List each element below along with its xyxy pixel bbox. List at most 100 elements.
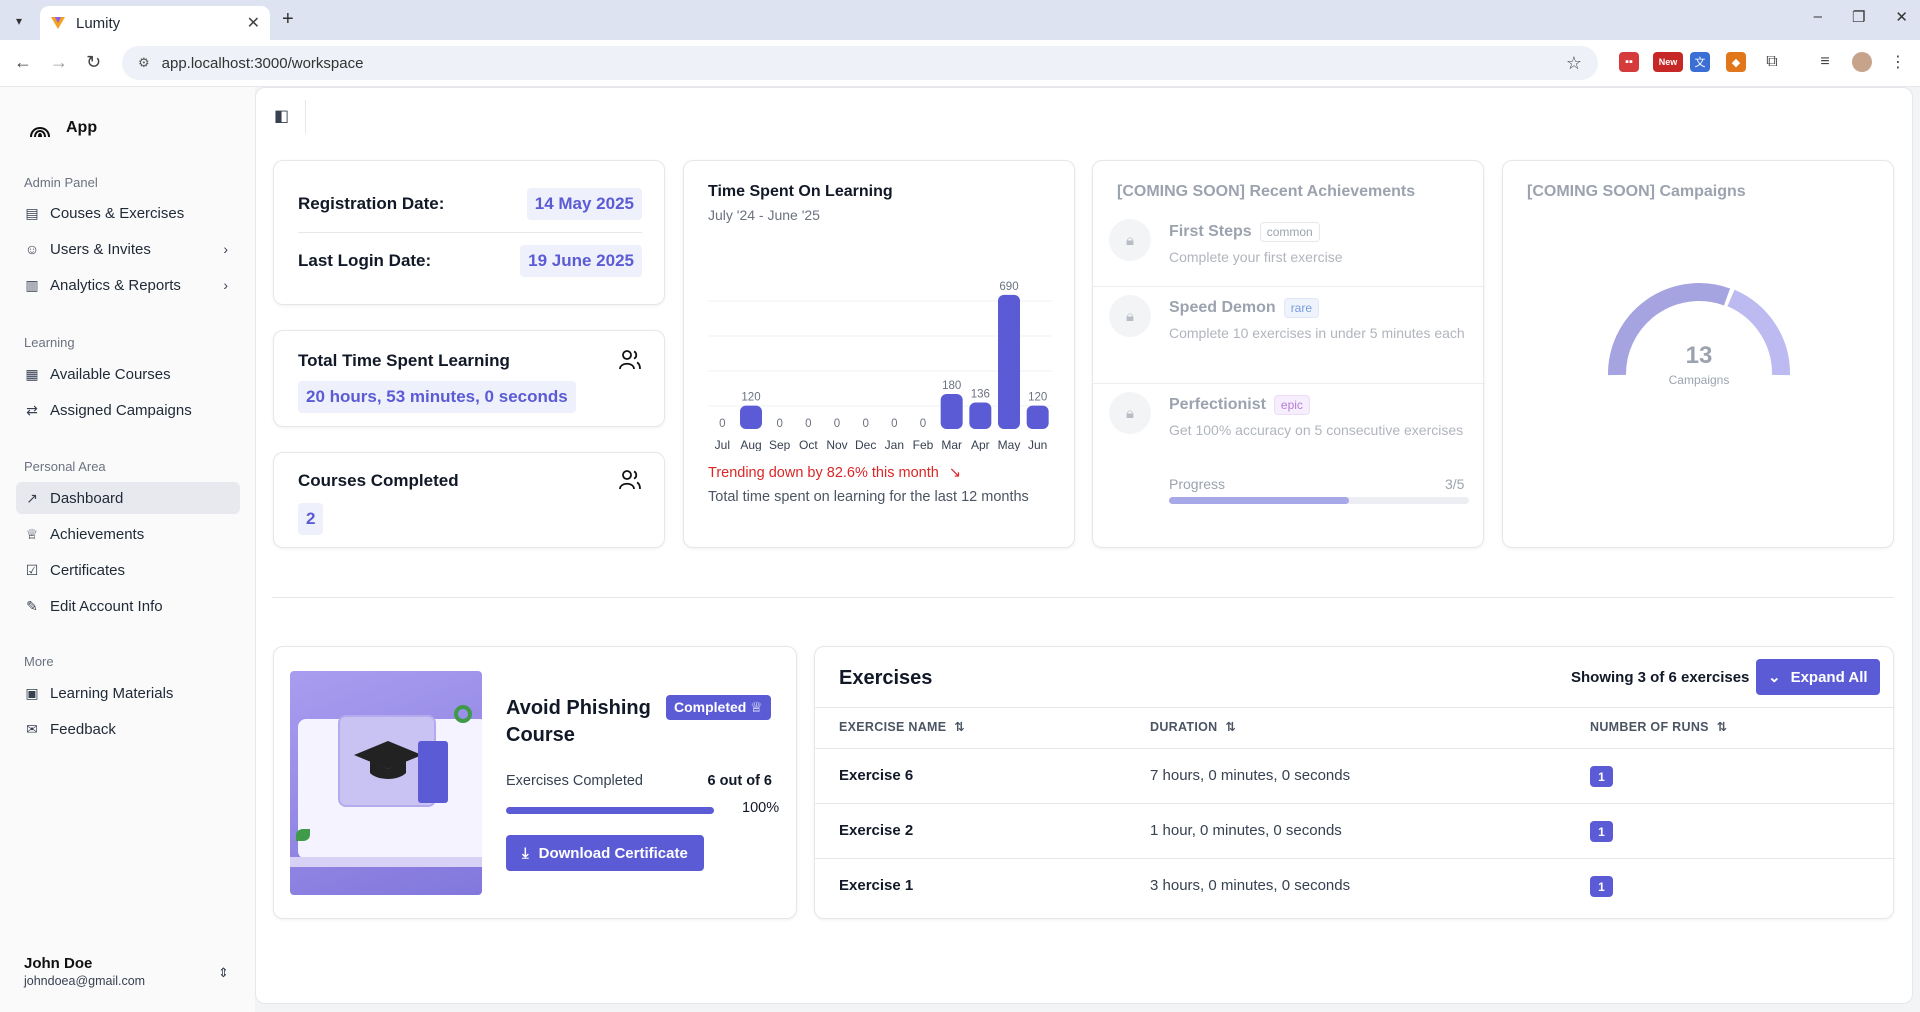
chart-bar-aug[interactable] xyxy=(740,405,762,429)
sidebar-item-dashboard[interactable]: ↗ Dashboard xyxy=(16,482,240,514)
expand-all-label: Expand All xyxy=(1790,668,1868,686)
group-label-learning: Learning xyxy=(24,335,75,350)
download-certificate-button[interactable]: ⤓ Download Certificate xyxy=(506,835,704,871)
url-text[interactable]: app.localhost:3000/workspace xyxy=(161,54,364,72)
achievement-desc: Complete your first exercise xyxy=(1169,249,1343,265)
column-header-exercise-name[interactable]: EXERCISE NAME ⇅ xyxy=(839,719,966,735)
address-bar[interactable]: ⚙ app.localhost:3000/workspace ☆ xyxy=(122,46,1598,80)
brand[interactable]: App xyxy=(28,117,97,139)
last-login-row: Last Login Date: 19 June 2025 xyxy=(298,245,642,277)
runs-badge: 1 xyxy=(1590,766,1613,787)
metamask-extension-icon[interactable]: ◆ xyxy=(1726,52,1746,72)
sort-icon[interactable]: ⇅ xyxy=(1225,720,1237,734)
last-login-value: 19 June 2025 xyxy=(520,245,642,277)
achievement-progress-bar xyxy=(1169,497,1469,504)
chart-tick-label: Mar xyxy=(941,438,962,451)
browser-tab[interactable]: Lumity ✕ xyxy=(40,6,270,40)
back-icon[interactable]: ← xyxy=(14,52,32,72)
trophy-icon: ♕ xyxy=(25,525,39,542)
sidebar-item-edit-account[interactable]: ✎ Edit Account Info xyxy=(16,590,240,622)
line-chart-icon: ↗ xyxy=(26,489,38,506)
column-header-runs[interactable]: NUMBER OF RUNS ⇅ xyxy=(1590,719,1728,735)
campaigns-title: [COMING SOON] Campaigns xyxy=(1527,183,1746,200)
course-card: Avoid Phishing Course Completed ♕ Exerci… xyxy=(273,646,797,919)
site-settings-icon[interactable]: ⚙ xyxy=(138,55,150,70)
chart-bar-jun[interactable] xyxy=(1026,405,1049,429)
chart-value-label: 0 xyxy=(891,418,897,430)
user-menu[interactable]: John Doe johndoea@gmail.com xyxy=(24,955,145,988)
sort-icon[interactable]: ⇅ xyxy=(954,720,966,734)
achievement-name: First Steps common xyxy=(1169,222,1320,242)
extensions-puzzle-icon[interactable]: ⧉ xyxy=(1766,53,1778,70)
extension-new-icon[interactable]: New xyxy=(1653,52,1683,72)
sidebar-item-analytics-reports[interactable]: ▥ Analytics & Reports › xyxy=(16,269,240,301)
column-header-duration[interactable]: DURATION ⇅ xyxy=(1150,719,1237,735)
chart-value-label: 0 xyxy=(862,418,868,430)
bookmark-star-icon[interactable]: ☆ xyxy=(1565,52,1582,73)
table-row-divider xyxy=(815,858,1895,859)
table-row-divider xyxy=(815,803,1895,804)
sidebar-item-courses-exercises[interactable]: ▤ Couses & Exercises xyxy=(16,197,240,229)
window-close-icon[interactable]: ✕ xyxy=(1895,9,1908,26)
chart-bar-may[interactable] xyxy=(998,294,1020,429)
sidebar-item-achievements[interactable]: ♕ Achievements xyxy=(16,518,240,550)
exercise-duration: 7 hours, 0 minutes, 0 seconds xyxy=(1150,767,1351,784)
sidebar-item-label: Achievements xyxy=(50,525,145,543)
sidebar-item-feedback[interactable]: ✉ Feedback xyxy=(16,713,240,745)
reload-icon[interactable]: ↻ xyxy=(86,52,102,72)
chevron-right-icon: › xyxy=(223,277,228,293)
chart-value-label: 180 xyxy=(942,380,961,392)
courses-completed-label: Courses Completed xyxy=(298,471,459,490)
sort-icon[interactable]: ⇅ xyxy=(1716,720,1728,734)
chart-value-label: 120 xyxy=(1028,392,1047,404)
extension-icon[interactable]: ▪▪ xyxy=(1619,52,1639,72)
lock-icon: 🔒︎ xyxy=(1109,295,1151,337)
sidebar-item-label: Assigned Campaigns xyxy=(50,401,192,419)
rarity-badge: common xyxy=(1259,222,1320,242)
chart-tick-label: May xyxy=(998,438,1021,451)
browser-menu-icon[interactable]: ⋮ xyxy=(1890,54,1906,71)
minimize-icon[interactable]: – xyxy=(1813,8,1822,25)
gauge-segment-primary xyxy=(1607,283,1731,376)
exercise-name: Exercise 6 xyxy=(839,767,914,784)
route-icon: ⇄ xyxy=(26,401,38,418)
profile-avatar[interactable] xyxy=(1852,52,1872,72)
course-progress-bar xyxy=(506,807,714,814)
chevron-down-icon: ⌄ xyxy=(1768,669,1781,686)
lumity-favicon-icon xyxy=(51,17,65,29)
sidebar-item-certificates[interactable]: ☑ Certificates xyxy=(16,554,240,586)
chart-bar-mar[interactable] xyxy=(940,394,963,429)
tab-search-icon[interactable]: ▾ xyxy=(15,14,23,28)
chart-value-label: 690 xyxy=(999,281,1018,293)
achievement-progress-fill xyxy=(1169,497,1349,504)
chart-bar-apr[interactable] xyxy=(969,402,992,429)
achievement-name: Speed Demon rare xyxy=(1169,298,1320,318)
media-queue-icon[interactable]: ≡ xyxy=(1820,53,1830,70)
sidebar-item-label: Analytics & Reports xyxy=(50,276,181,294)
chart-icon: ▥ xyxy=(25,276,39,293)
new-tab-icon[interactable]: + xyxy=(282,8,294,30)
sidebar-item-assigned-campaigns[interactable]: ⇄ Assigned Campaigns xyxy=(16,394,240,426)
sidebar-item-available-courses[interactable]: ▦ Available Courses xyxy=(16,358,240,390)
dates-divider xyxy=(298,232,642,233)
gauge-segment-secondary xyxy=(1727,289,1791,376)
sidebar-item-users-invites[interactable]: ☺ Users & Invites › xyxy=(16,233,240,265)
chevrons-up-down-icon[interactable]: ⇕ xyxy=(218,965,229,980)
expand-all-button[interactable]: ⌄ Expand All xyxy=(1756,659,1880,695)
total-time-value: 20 hours, 53 minutes, 0 seconds xyxy=(298,381,576,413)
sidebar-toggle-icon[interactable]: ◧ xyxy=(274,108,290,125)
sidebar-item-learning-materials[interactable]: ▣ Learning Materials xyxy=(16,677,240,709)
column-label: DURATION xyxy=(1150,719,1218,734)
achievement-title: First Steps xyxy=(1169,223,1252,240)
open-book-icon: ▣ xyxy=(25,684,39,701)
tab-close-icon[interactable]: ✕ xyxy=(246,15,260,32)
sidebar-item-label: Couses & Exercises xyxy=(50,204,185,222)
restore-icon[interactable]: ❐ xyxy=(1851,9,1866,26)
rarity-badge: rare xyxy=(1283,298,1320,318)
achievement-desc: Complete 10 exercises in under 5 minutes… xyxy=(1169,325,1465,341)
chart-tick-label: Jul xyxy=(715,438,730,451)
forward-icon[interactable]: → xyxy=(50,52,68,72)
translate-extension-icon[interactable]: 文 xyxy=(1690,52,1710,72)
book-icon: ▤ xyxy=(25,204,39,221)
courses-completed-value: 2 xyxy=(298,503,324,535)
